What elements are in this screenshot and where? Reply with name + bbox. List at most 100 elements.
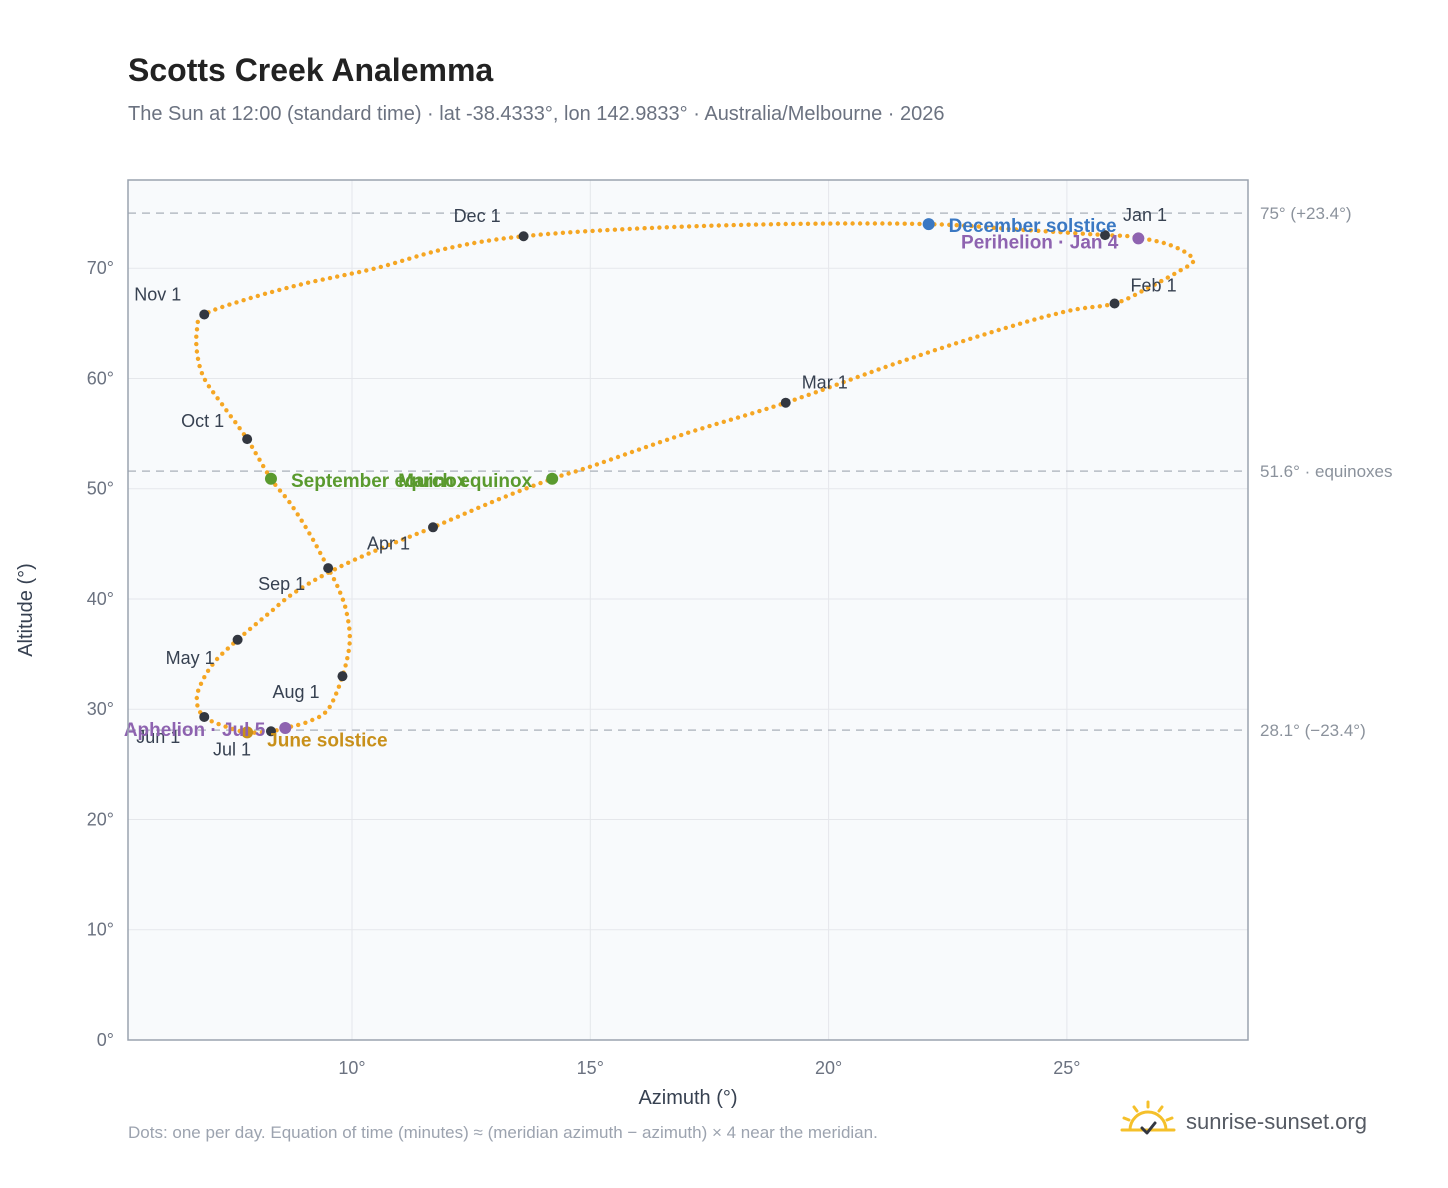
daily-sun-dot [750, 411, 755, 416]
daily-sun-dot [340, 597, 346, 602]
daily-sun-dot [1032, 317, 1037, 322]
daily-sun-dot [216, 721, 221, 727]
daily-sun-dot [1182, 249, 1187, 254]
daily-sun-dot [880, 221, 885, 226]
daily-sun-dot [1165, 275, 1171, 280]
daily-sun-dot [932, 348, 938, 353]
daily-sun-dot [1073, 231, 1078, 236]
daily-sun-dot [636, 447, 642, 452]
daily-sun-dot [553, 231, 558, 236]
daily-sun-dot [233, 420, 238, 425]
daily-sun-dot [510, 491, 515, 496]
month-marker [1100, 230, 1111, 241]
daily-sun-dot [679, 432, 684, 438]
daily-sun-dot [414, 254, 419, 259]
daily-sun-dot [984, 225, 989, 230]
daily-sun-dot [650, 442, 656, 447]
daily-sun-dot [735, 415, 741, 420]
daily-sun-dot [531, 483, 536, 488]
reference-line-label: 75° (+23.4°) [1260, 204, 1352, 223]
daily-sun-dot [524, 486, 529, 491]
daily-sun-dot [206, 384, 212, 389]
daily-sun-dot [531, 233, 536, 238]
daily-sun-dot [925, 350, 931, 355]
x-tick-label: 10° [338, 1058, 365, 1078]
daily-sun-dot [202, 377, 208, 383]
daily-sun-dot [300, 585, 305, 590]
daily-sun-dot [939, 222, 944, 227]
daily-sun-dot [252, 730, 257, 735]
daily-sun-dot [1175, 246, 1180, 251]
daily-sun-dot [597, 228, 603, 233]
daily-sun-dot [435, 248, 441, 253]
y-tick-label: 30° [87, 699, 114, 719]
daily-sun-dot [331, 698, 336, 703]
daily-sun-dot [287, 593, 293, 598]
event-label: September equinox [291, 471, 468, 492]
daily-sun-dot [642, 226, 647, 231]
daily-sun-dot [1025, 319, 1030, 324]
x-axis-label: Azimuth (°) [638, 1087, 737, 1109]
daily-sun-dot [1161, 240, 1167, 246]
daily-sun-dot [282, 598, 287, 603]
daily-sun-dot [253, 451, 258, 456]
y-tick-label: 40° [87, 589, 114, 609]
daily-sun-dot [895, 221, 900, 226]
daily-sun-dot [897, 359, 902, 365]
month-marker [199, 309, 210, 320]
daily-sun-dot [296, 722, 301, 728]
daily-sun-dot [742, 413, 748, 418]
daily-sun-dot [198, 681, 204, 686]
daily-sun-dot [918, 352, 923, 358]
daily-sun-dot [1117, 233, 1123, 238]
month-marker [242, 434, 253, 445]
daily-sun-dot [270, 607, 276, 613]
daily-sun-dot [1039, 315, 1044, 320]
daily-sun-dot [1125, 233, 1130, 239]
daily-sun-dot [622, 452, 628, 457]
daily-sun-dot [469, 508, 474, 513]
daily-sun-dot [462, 511, 467, 516]
daily-sun-dot [876, 367, 881, 372]
daily-sun-dot [568, 230, 573, 235]
daily-sun-dot [1010, 323, 1016, 328]
daily-sun-dot [347, 641, 352, 646]
daily-sun-dot [813, 221, 818, 226]
daily-sun-dot [259, 617, 264, 622]
daily-sun-dot [911, 355, 916, 360]
daily-sun-dot [344, 611, 350, 617]
month-marker [323, 563, 334, 574]
daily-sun-dot [335, 583, 340, 589]
daily-sun-dot [954, 223, 959, 228]
daily-sun-dot [335, 274, 340, 279]
reference-lines: 75° (+23.4°) 51.6° · equinoxes 28.1° (−23.… [128, 204, 1393, 740]
daily-sun-dot [1145, 285, 1151, 291]
daily-sun-dot [249, 444, 255, 449]
daily-sun-dot [220, 651, 225, 656]
daily-sun-dot [1147, 237, 1152, 242]
daily-sun-dot [313, 577, 318, 582]
daily-sun-dot [1046, 313, 1051, 318]
daily-sun-dot [714, 421, 719, 427]
daily-sun-dot [225, 646, 230, 651]
daily-sun-dot [664, 437, 670, 442]
x-tick-label: 20° [815, 1058, 842, 1078]
daily-sun-dot [620, 227, 625, 232]
daily-sun-dot [615, 454, 621, 460]
analemma-curve [194, 221, 1196, 735]
event-marker [922, 218, 935, 231]
daily-sun-dot [707, 423, 712, 429]
sun-logo-icon [1120, 1100, 1176, 1135]
brand[interactable]: sunrise-sunset.org [1120, 1100, 1367, 1144]
daily-sun-dot [242, 631, 247, 636]
month-marker-label: Nov 1 [134, 285, 181, 305]
daily-sun-dot [234, 300, 239, 305]
daily-sun-dot [1080, 231, 1086, 236]
daily-sun-dot [1088, 232, 1093, 237]
daily-sun-dot [336, 684, 342, 689]
daily-sun-dot [1152, 282, 1157, 287]
brand-name[interactable]: sunrise-sunset.org [1186, 1109, 1367, 1134]
daily-sun-dot [939, 345, 945, 351]
